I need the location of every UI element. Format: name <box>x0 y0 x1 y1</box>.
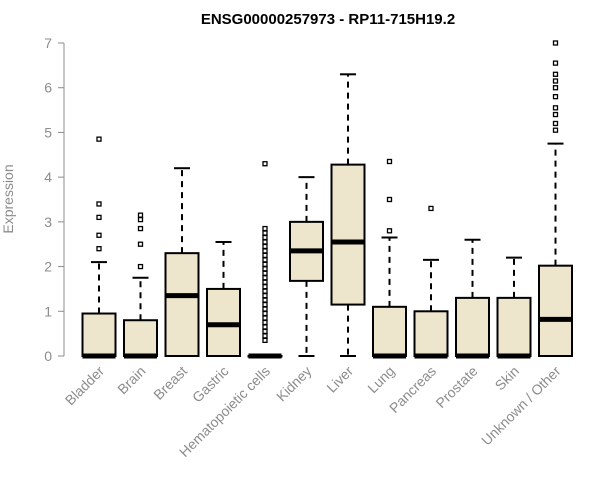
box-skin <box>496 256 532 359</box>
box-pancreas <box>413 205 449 359</box>
y-tick-label: 7 <box>44 35 52 51</box>
box-kidney <box>289 176 324 357</box>
outlier-point <box>96 214 102 221</box>
outlier-point <box>552 71 559 77</box>
outlier-point <box>262 324 268 330</box>
outlier-point <box>262 257 268 263</box>
box-bladder <box>81 136 117 359</box>
outlier-point <box>552 78 559 84</box>
outlier-point <box>137 263 144 270</box>
outlier-point <box>262 337 268 344</box>
box-breast <box>164 167 200 358</box>
x-tick-label: Kidney <box>273 363 315 405</box>
outlier-point <box>262 275 268 281</box>
outlier-point <box>552 40 559 46</box>
x-tick-label: Lung <box>364 363 397 396</box>
outlier-point <box>386 196 393 203</box>
outlier-point <box>262 261 268 267</box>
outlier-point <box>262 333 268 339</box>
box-liver <box>330 73 366 357</box>
outlier-point <box>428 205 434 212</box>
outlier-point <box>386 228 393 234</box>
box-iqr <box>81 312 117 357</box>
x-tick-label: Skin <box>492 363 523 394</box>
outlier-point <box>262 319 268 326</box>
box-iqr <box>496 296 532 357</box>
outlier-point <box>137 212 144 218</box>
y-tick-label: 6 <box>44 80 52 96</box>
outlier-point <box>137 241 144 247</box>
box-unknown-other <box>538 40 573 358</box>
outlier-point <box>137 216 144 223</box>
box-prostate <box>455 238 490 359</box>
outlier-point <box>96 201 102 207</box>
x-tick-label: Breast <box>150 363 190 403</box>
outlier-point <box>262 328 268 335</box>
y-axis-label: Expression <box>0 164 16 233</box>
box-iqr <box>413 310 449 357</box>
x-tick-label: Unknown / Other <box>478 363 564 449</box>
box-iqr <box>455 296 490 357</box>
y-ticks: 0 1 2 3 4 5 6 7 <box>44 35 64 364</box>
outlier-point <box>96 246 102 252</box>
box-iqr <box>164 252 200 358</box>
outlier-point <box>262 288 268 294</box>
chart-title: ENSG00000257973 - RP11-715H19.2 <box>201 11 455 28</box>
outlier-point <box>262 297 268 303</box>
outlier-point <box>262 279 268 285</box>
outlier-point <box>137 225 144 232</box>
outlier-point <box>262 248 268 254</box>
outlier-point <box>96 232 102 238</box>
outlier-point <box>552 94 559 100</box>
x-tick-label: Liver <box>323 363 356 396</box>
box-hematopoietic-cells <box>247 161 283 359</box>
outlier-point <box>386 158 393 165</box>
x-tick-label: Prostate <box>432 363 480 411</box>
outlier-point <box>262 225 268 232</box>
x-tick-label: Bladder <box>62 363 108 409</box>
outlier-point <box>262 292 268 299</box>
box-iqr <box>372 305 407 358</box>
outlier-point <box>552 85 559 91</box>
box-gastric <box>206 240 241 357</box>
outlier-point <box>262 230 268 236</box>
outlier-point <box>262 301 268 308</box>
x-tick-label: Brain <box>114 363 148 397</box>
outlier-point <box>262 284 268 290</box>
y-tick-label: 5 <box>44 124 52 140</box>
outlier-point <box>552 111 559 118</box>
y-tick-label: 2 <box>44 259 52 275</box>
outlier-point <box>552 60 559 66</box>
boxes <box>81 40 573 359</box>
outlier-point <box>262 266 268 272</box>
outlier-point <box>262 239 268 245</box>
outlier-point <box>552 127 559 133</box>
outlier-point <box>552 120 559 127</box>
outlier-point <box>262 243 268 250</box>
outlier-point <box>262 310 268 317</box>
box-iqr <box>330 163 366 306</box>
y-tick-label: 3 <box>44 214 52 230</box>
box-lung <box>372 158 407 359</box>
outlier-point <box>262 315 268 321</box>
outlier-point <box>262 270 268 276</box>
y-tick-label: 1 <box>44 303 52 319</box>
outlier-point <box>262 252 268 259</box>
outlier-point <box>262 161 268 167</box>
box-iqr <box>538 264 573 358</box>
outlier-point <box>262 234 268 241</box>
y-tick-label: 0 <box>44 348 52 364</box>
box-iqr <box>123 319 158 358</box>
outlier-point <box>96 136 102 142</box>
box-brain <box>123 212 158 359</box>
outlier-point <box>552 105 559 111</box>
outlier-point <box>262 306 268 312</box>
y-tick-label: 4 <box>44 169 52 185</box>
